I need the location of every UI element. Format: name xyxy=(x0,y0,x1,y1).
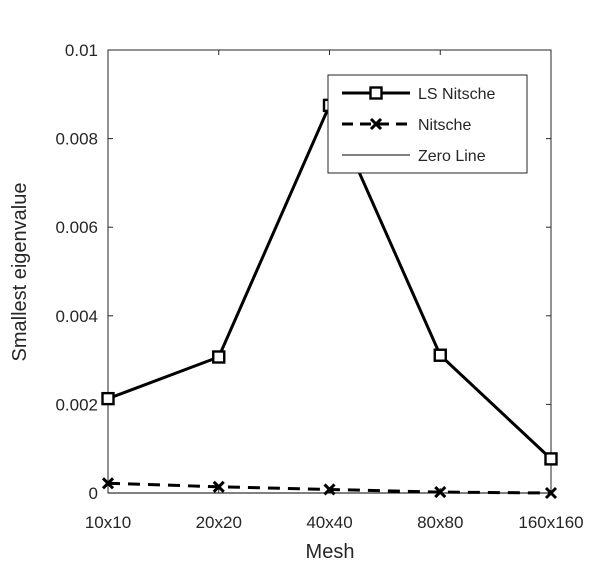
y-tick-label: 0.006 xyxy=(55,218,98,237)
point-ls-nitsche xyxy=(544,452,558,466)
x-tick-label: 20x20 xyxy=(196,513,242,532)
point-ls-nitsche xyxy=(433,348,447,362)
point-ls-nitsche xyxy=(212,350,226,364)
y-tick-label: 0.01 xyxy=(65,41,98,60)
point-nitsche-stroke-b xyxy=(323,483,336,496)
legend-marker-nitsche xyxy=(369,117,383,131)
y-tick-label: 0.008 xyxy=(55,130,98,149)
point-nitsche xyxy=(101,477,115,490)
point-nitsche-stroke-b xyxy=(434,486,447,499)
legend-label-nitsche: Nitsche xyxy=(418,117,471,134)
point-nitsche-stroke-b xyxy=(101,477,115,490)
legend-label-zero-line: Zero Line xyxy=(418,148,486,165)
point-nitsche xyxy=(212,480,225,493)
y-axis-label: Smallest eigenvalue xyxy=(9,183,31,362)
x-tick-label: 40x40 xyxy=(306,513,352,532)
point-nitsche xyxy=(544,486,558,500)
y-tick-label: 0.004 xyxy=(55,307,98,326)
point-nitsche-stroke-b xyxy=(544,486,558,500)
point-ls-nitsche xyxy=(101,391,115,406)
point-nitsche-stroke-b xyxy=(212,480,225,493)
legend-label-ls-nitsche: LS Nitsche xyxy=(418,86,495,103)
legend: LS Nitsche Nitsche Zero Line xyxy=(327,74,528,174)
legend-marker-ls-nitsche xyxy=(369,86,383,100)
x-tick-label: 160x160 xyxy=(518,513,583,532)
legend-marker-nitsche-stroke-b xyxy=(369,117,383,131)
y-tick-label: 0 xyxy=(89,484,98,503)
x-axis-label: Mesh xyxy=(306,541,355,563)
point-nitsche xyxy=(323,483,336,496)
x-tick-label: 10x10 xyxy=(85,513,131,532)
x-tick-label: 80x80 xyxy=(417,513,463,532)
point-nitsche xyxy=(434,486,447,499)
y-tick-label: 0.002 xyxy=(55,395,98,414)
